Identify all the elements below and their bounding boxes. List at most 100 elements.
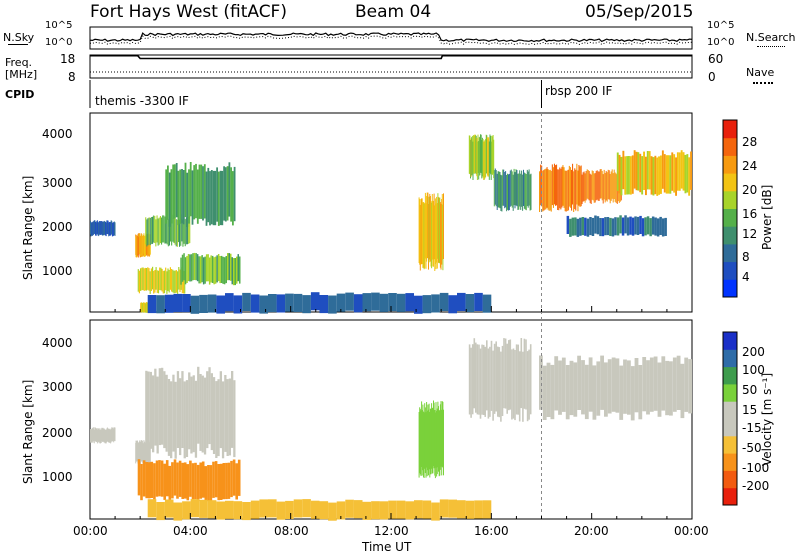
vel-cb-tick-100: 100 xyxy=(742,363,765,377)
power-cell-10-24 xyxy=(605,171,607,201)
velocity-cell-4-5 xyxy=(421,409,423,476)
velocity-cell-2-31 xyxy=(215,381,218,458)
velocity-cell-3-15 xyxy=(176,462,179,499)
nave-tick-high: 60 xyxy=(708,52,724,66)
velocity-colorbar-seg-2 xyxy=(723,453,737,471)
power-cell-8-6 xyxy=(499,172,501,209)
power-cell-4-21 xyxy=(162,270,164,294)
power-cell-4-24 xyxy=(166,271,168,294)
power-cell-2-6 xyxy=(152,216,154,244)
power-cell-9-8 xyxy=(547,169,549,210)
velocity-cell-7-12 xyxy=(250,500,260,519)
velocity-cell-0-37 xyxy=(113,428,115,443)
velocity-cell-3-28 xyxy=(209,465,213,502)
power-cell-0-10 xyxy=(96,220,98,235)
power-cell-14-11 xyxy=(242,292,251,311)
power-cell-2-31 xyxy=(180,218,182,246)
power-cell-11-17 xyxy=(648,151,651,190)
power-cell-14-13 xyxy=(259,295,268,314)
velocity-cell-2-37 xyxy=(228,378,231,456)
velocity-cell-2-1 xyxy=(147,371,150,449)
velocity-cell-6-25 xyxy=(634,358,639,413)
power-cell-5-3 xyxy=(184,257,187,285)
power-cell-8-19 xyxy=(511,171,513,208)
power-cell-5-38 xyxy=(237,254,239,282)
power-colorbar-seg-9 xyxy=(723,120,737,139)
power-cell-9-10 xyxy=(549,169,551,211)
power-cell-5-7 xyxy=(190,254,193,282)
nave-legend-line xyxy=(753,82,773,84)
xlabel: Time UT xyxy=(362,540,412,554)
power-cell-12-14 xyxy=(601,218,605,237)
velocity-cell-0-15 xyxy=(99,428,101,442)
power-cell-12-2 xyxy=(571,217,575,236)
power-cell-4-30 xyxy=(173,270,175,294)
power-cell-7-21 xyxy=(481,137,483,177)
power-cell-0-38 xyxy=(113,221,115,236)
power-cell-5-13 xyxy=(199,256,202,284)
power-cell-0-37 xyxy=(113,222,115,236)
cpid-segment-2: rbsp 200 IF xyxy=(545,84,613,98)
power-cell-12-26 xyxy=(631,217,635,236)
power-cell-2-32 xyxy=(181,214,183,242)
power-colorbar-frame xyxy=(722,119,738,298)
power-cell-10-31 xyxy=(612,173,614,203)
velocity-cell-0-11 xyxy=(96,429,98,444)
velocity-cell-5-20 xyxy=(500,351,502,422)
velocity-cell-7-26 xyxy=(371,501,380,520)
power-cell-7-32 xyxy=(488,141,490,180)
power-cell-5-33 xyxy=(230,253,232,281)
power-cell-4-35 xyxy=(179,269,181,293)
power-cell-9-3 xyxy=(542,170,544,212)
freq-label: Freq. xyxy=(5,56,33,69)
power-cell-0-20 xyxy=(102,221,104,235)
power-cell-5-10 xyxy=(195,253,197,281)
power-cell-4-27 xyxy=(169,267,171,290)
velocity-cell-7-18 xyxy=(302,499,311,518)
velocity-cell-2-23 xyxy=(197,366,200,444)
power-cell-12-12 xyxy=(596,216,600,235)
power-cell-7-19 xyxy=(480,134,482,174)
power-cell-6-32 xyxy=(438,197,440,264)
power-cell-10-19 xyxy=(600,169,602,199)
power-cell-5-18 xyxy=(207,254,209,282)
velocity-cell-0-4 xyxy=(92,429,94,443)
vel-cb-tick-50: 50 xyxy=(742,383,758,397)
power-cell-6-27 xyxy=(435,203,437,270)
power-cell-6-6 xyxy=(422,202,424,268)
power-cell-7-7 xyxy=(473,135,475,174)
power-cell-3-21 xyxy=(202,166,204,221)
power-cell-3-12 xyxy=(186,172,189,227)
velocity-cell-3-31 xyxy=(217,464,220,501)
nave-label: Nave xyxy=(746,66,775,79)
velocity-cell-3-3 xyxy=(145,462,148,499)
power-cell-5-21 xyxy=(211,255,214,283)
velocity-cell-7-38 xyxy=(474,500,483,519)
power-cell-11-0 xyxy=(616,152,619,191)
velocity-cell-5-21 xyxy=(501,345,504,416)
velocity-cell-7-3 xyxy=(173,502,183,521)
power-cell-12-10 xyxy=(591,217,595,236)
velocity-cell-6-5 xyxy=(558,360,562,415)
velocity-cell-5-9 xyxy=(482,344,485,415)
velocity-cell-0-12 xyxy=(97,428,99,442)
velocity-cell-0-20 xyxy=(102,427,104,442)
power-cell-6-19 xyxy=(430,200,432,267)
power-cell-0-31 xyxy=(109,222,111,236)
power-cell-11-11 xyxy=(637,152,640,191)
velocity-cell-3-23 xyxy=(196,464,200,502)
power-cell-6-33 xyxy=(439,197,441,264)
power-cell-8-16 xyxy=(508,173,510,211)
power-cell-10-15 xyxy=(596,170,598,200)
noise-frame xyxy=(89,26,693,50)
power-cell-7-31 xyxy=(488,137,490,176)
power-cell-7-16 xyxy=(478,137,480,176)
power-cell-14-8 xyxy=(216,295,225,314)
velocity-cell-2-28 xyxy=(208,367,211,445)
power-cell-0-0 xyxy=(90,220,91,235)
power-cell-7-9 xyxy=(474,134,476,173)
velocity-cell-5-22 xyxy=(503,338,505,409)
velocity-cell-0-35 xyxy=(111,427,113,442)
power-cell-9-37 xyxy=(578,165,580,206)
power-cell-7-4 xyxy=(471,137,473,176)
